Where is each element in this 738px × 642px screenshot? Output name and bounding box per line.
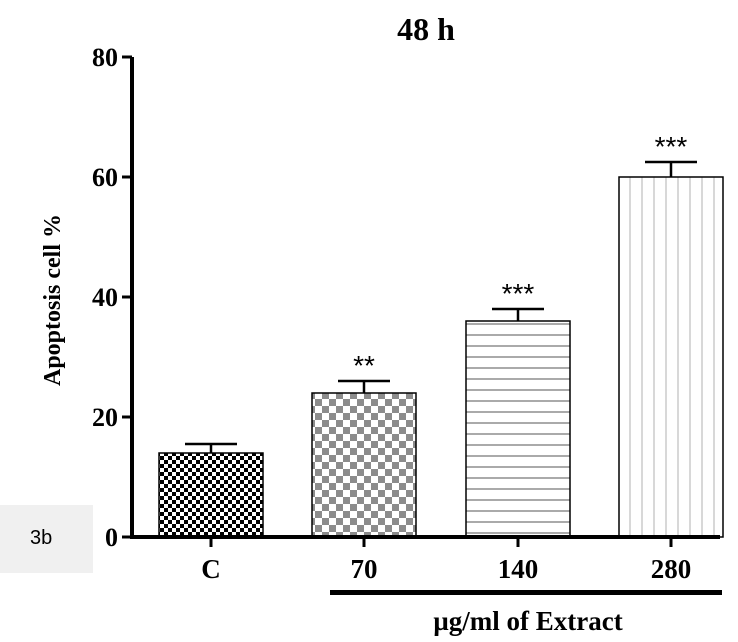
y-tick-label: 60: [92, 163, 118, 192]
x-tick-label: 140: [498, 554, 539, 584]
x-tick-label: C: [201, 554, 221, 584]
y-tick-label: 0: [105, 523, 118, 552]
x-tick-label: 280: [651, 554, 692, 584]
y-tick-label: 40: [92, 283, 118, 312]
significance-mark: ***: [502, 278, 535, 309]
y-tick-label: 20: [92, 403, 118, 432]
x-axis-label: µg/ml of Extract: [433, 606, 623, 636]
bar-140: [465, 320, 571, 538]
x-axis: C 70 140 280: [130, 535, 720, 584]
bar-70: [311, 392, 417, 538]
dose-group-bracket: [330, 590, 722, 595]
bar-C: [158, 452, 264, 538]
y-axis-label: Apoptosis cell %: [40, 214, 66, 386]
y-axis: 0 20 40 60 80: [92, 43, 134, 552]
significance-mark: **: [353, 350, 375, 381]
panel-label: 3b: [0, 505, 93, 573]
y-tick-label: 80: [92, 43, 118, 72]
bar-280: [618, 176, 724, 538]
x-tick-label: 70: [351, 554, 378, 584]
bars: ********: [158, 131, 724, 538]
significance-mark: ***: [655, 131, 688, 162]
chart-title: 48 h: [397, 11, 455, 47]
